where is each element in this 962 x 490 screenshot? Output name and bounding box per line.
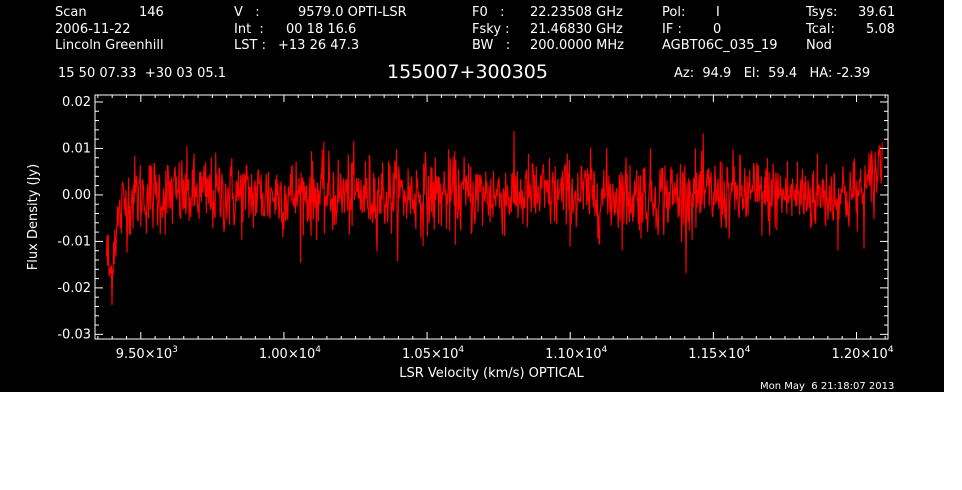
bw-value: 200.0000 MHz bbox=[530, 38, 624, 53]
y-tick-label: 0.01 bbox=[62, 141, 91, 156]
y-tick-label: 0.00 bbox=[62, 188, 91, 203]
x-tick-label: 9.50×103 bbox=[116, 345, 178, 362]
f0-value: 22.23508 GHz bbox=[530, 5, 623, 20]
timestamp: Mon May 6 21:18:07 2013 bbox=[760, 381, 895, 392]
x-tick-label: 1.15×104 bbox=[688, 345, 750, 362]
scan-number: 146 bbox=[139, 5, 164, 20]
int-label: Int : bbox=[234, 22, 264, 37]
lst-value: +13 26 47.3 bbox=[278, 38, 360, 53]
proc-type: Nod bbox=[806, 38, 832, 53]
fsky-label: Fsky : bbox=[472, 22, 510, 37]
scan-label: Scan bbox=[55, 5, 87, 20]
observer-name: Lincoln Greenhill bbox=[55, 38, 164, 53]
fsky-value: 21.46830 GHz bbox=[530, 22, 623, 37]
tsys-label: Tsys: bbox=[806, 5, 838, 20]
x-tick-label: 1.05×104 bbox=[402, 345, 464, 362]
spectrum-chart: 9.50×103 1.00×104 1.05×104 1.10×104 1.15×104… bbox=[26, 94, 894, 381]
if-value: 0 bbox=[713, 22, 722, 37]
tsys-value: 39.61 bbox=[858, 5, 896, 20]
pol-value: I bbox=[716, 5, 720, 20]
f0-label: F0 : bbox=[472, 5, 505, 20]
tcal-label: Tcal: bbox=[806, 22, 835, 37]
spectrum-line bbox=[105, 130, 883, 306]
source-name: 155007+300305 bbox=[387, 61, 548, 83]
source-coords: 15 50 07.33 +30 03 05.1 bbox=[58, 66, 227, 81]
obs-date: 2006-11-22 bbox=[55, 22, 131, 37]
y-axis-label: Flux Density (Jy) bbox=[26, 164, 41, 270]
x-tick-label: 1.10×104 bbox=[545, 345, 607, 362]
velocity-label: V : bbox=[234, 5, 260, 20]
if-label: IF : bbox=[662, 22, 682, 37]
project-id: AGBT06C_035_19 bbox=[662, 38, 778, 53]
pol-label: Pol: bbox=[662, 5, 686, 20]
x-tick-label: 1.20×104 bbox=[831, 345, 893, 362]
plot-panel: Scan 146 V : 9579.0 OPTI-LSR F0 : 22.235… bbox=[0, 0, 944, 392]
plot-frame bbox=[94, 94, 889, 340]
bw-label: BW : bbox=[472, 38, 511, 53]
velocity-value: 9579.0 OPTI-LSR bbox=[298, 5, 407, 20]
az-el-ha: Az: 94.9 El: 59.4 HA: -2.39 bbox=[674, 66, 871, 81]
tcal-value: 5.08 bbox=[866, 22, 895, 37]
y-tick-label: 0.02 bbox=[62, 95, 91, 110]
y-tick-label: -0.01 bbox=[57, 234, 91, 249]
y-tick-label: -0.02 bbox=[57, 281, 91, 296]
x-axis-label: LSR Velocity (km/s) OPTICAL bbox=[399, 366, 584, 381]
int-value: 00 18 16.6 bbox=[286, 22, 357, 37]
x-tick-label: 1.00×104 bbox=[259, 345, 321, 362]
y-tick-label: -0.03 bbox=[57, 327, 91, 342]
lst-label: LST : bbox=[234, 38, 266, 53]
